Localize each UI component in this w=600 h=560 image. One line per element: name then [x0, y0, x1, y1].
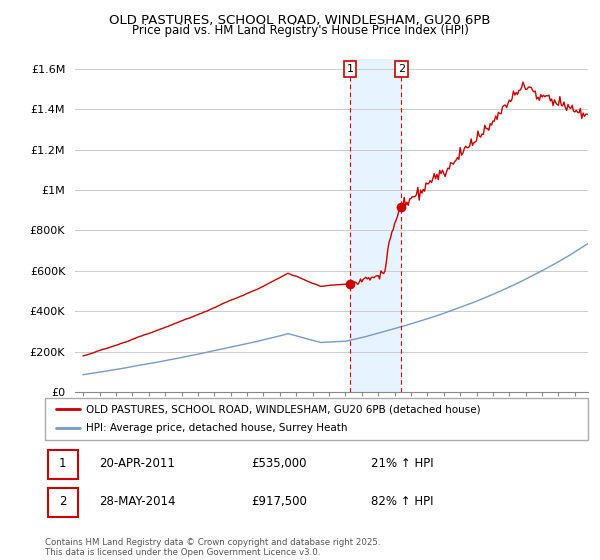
Text: OLD PASTURES, SCHOOL ROAD, WINDLESHAM, GU20 6PB (detached house): OLD PASTURES, SCHOOL ROAD, WINDLESHAM, G…	[86, 404, 481, 414]
Text: 2: 2	[59, 495, 67, 508]
Bar	[350, 59, 401, 392]
Text: 1: 1	[59, 457, 67, 470]
FancyBboxPatch shape	[48, 450, 77, 479]
Text: Price paid vs. HM Land Registry's House Price Index (HPI): Price paid vs. HM Land Registry's House …	[131, 24, 469, 37]
FancyBboxPatch shape	[45, 398, 588, 440]
Text: £917,500: £917,500	[251, 495, 307, 508]
Text: 21% ↑ HPI: 21% ↑ HPI	[371, 457, 433, 470]
FancyBboxPatch shape	[48, 488, 77, 517]
Text: 2: 2	[398, 64, 405, 74]
Text: OLD PASTURES, SCHOOL ROAD, WINDLESHAM, GU20 6PB: OLD PASTURES, SCHOOL ROAD, WINDLESHAM, G…	[109, 14, 491, 27]
Text: HPI: Average price, detached house, Surrey Heath: HPI: Average price, detached house, Surr…	[86, 423, 347, 433]
Text: 28-MAY-2014: 28-MAY-2014	[100, 495, 176, 508]
Text: 82% ↑ HPI: 82% ↑ HPI	[371, 495, 433, 508]
Text: Contains HM Land Registry data © Crown copyright and database right 2025.
This d: Contains HM Land Registry data © Crown c…	[45, 538, 380, 557]
Text: £535,000: £535,000	[251, 457, 307, 470]
Text: 20-APR-2011: 20-APR-2011	[100, 457, 175, 470]
Text: 1: 1	[347, 64, 353, 74]
